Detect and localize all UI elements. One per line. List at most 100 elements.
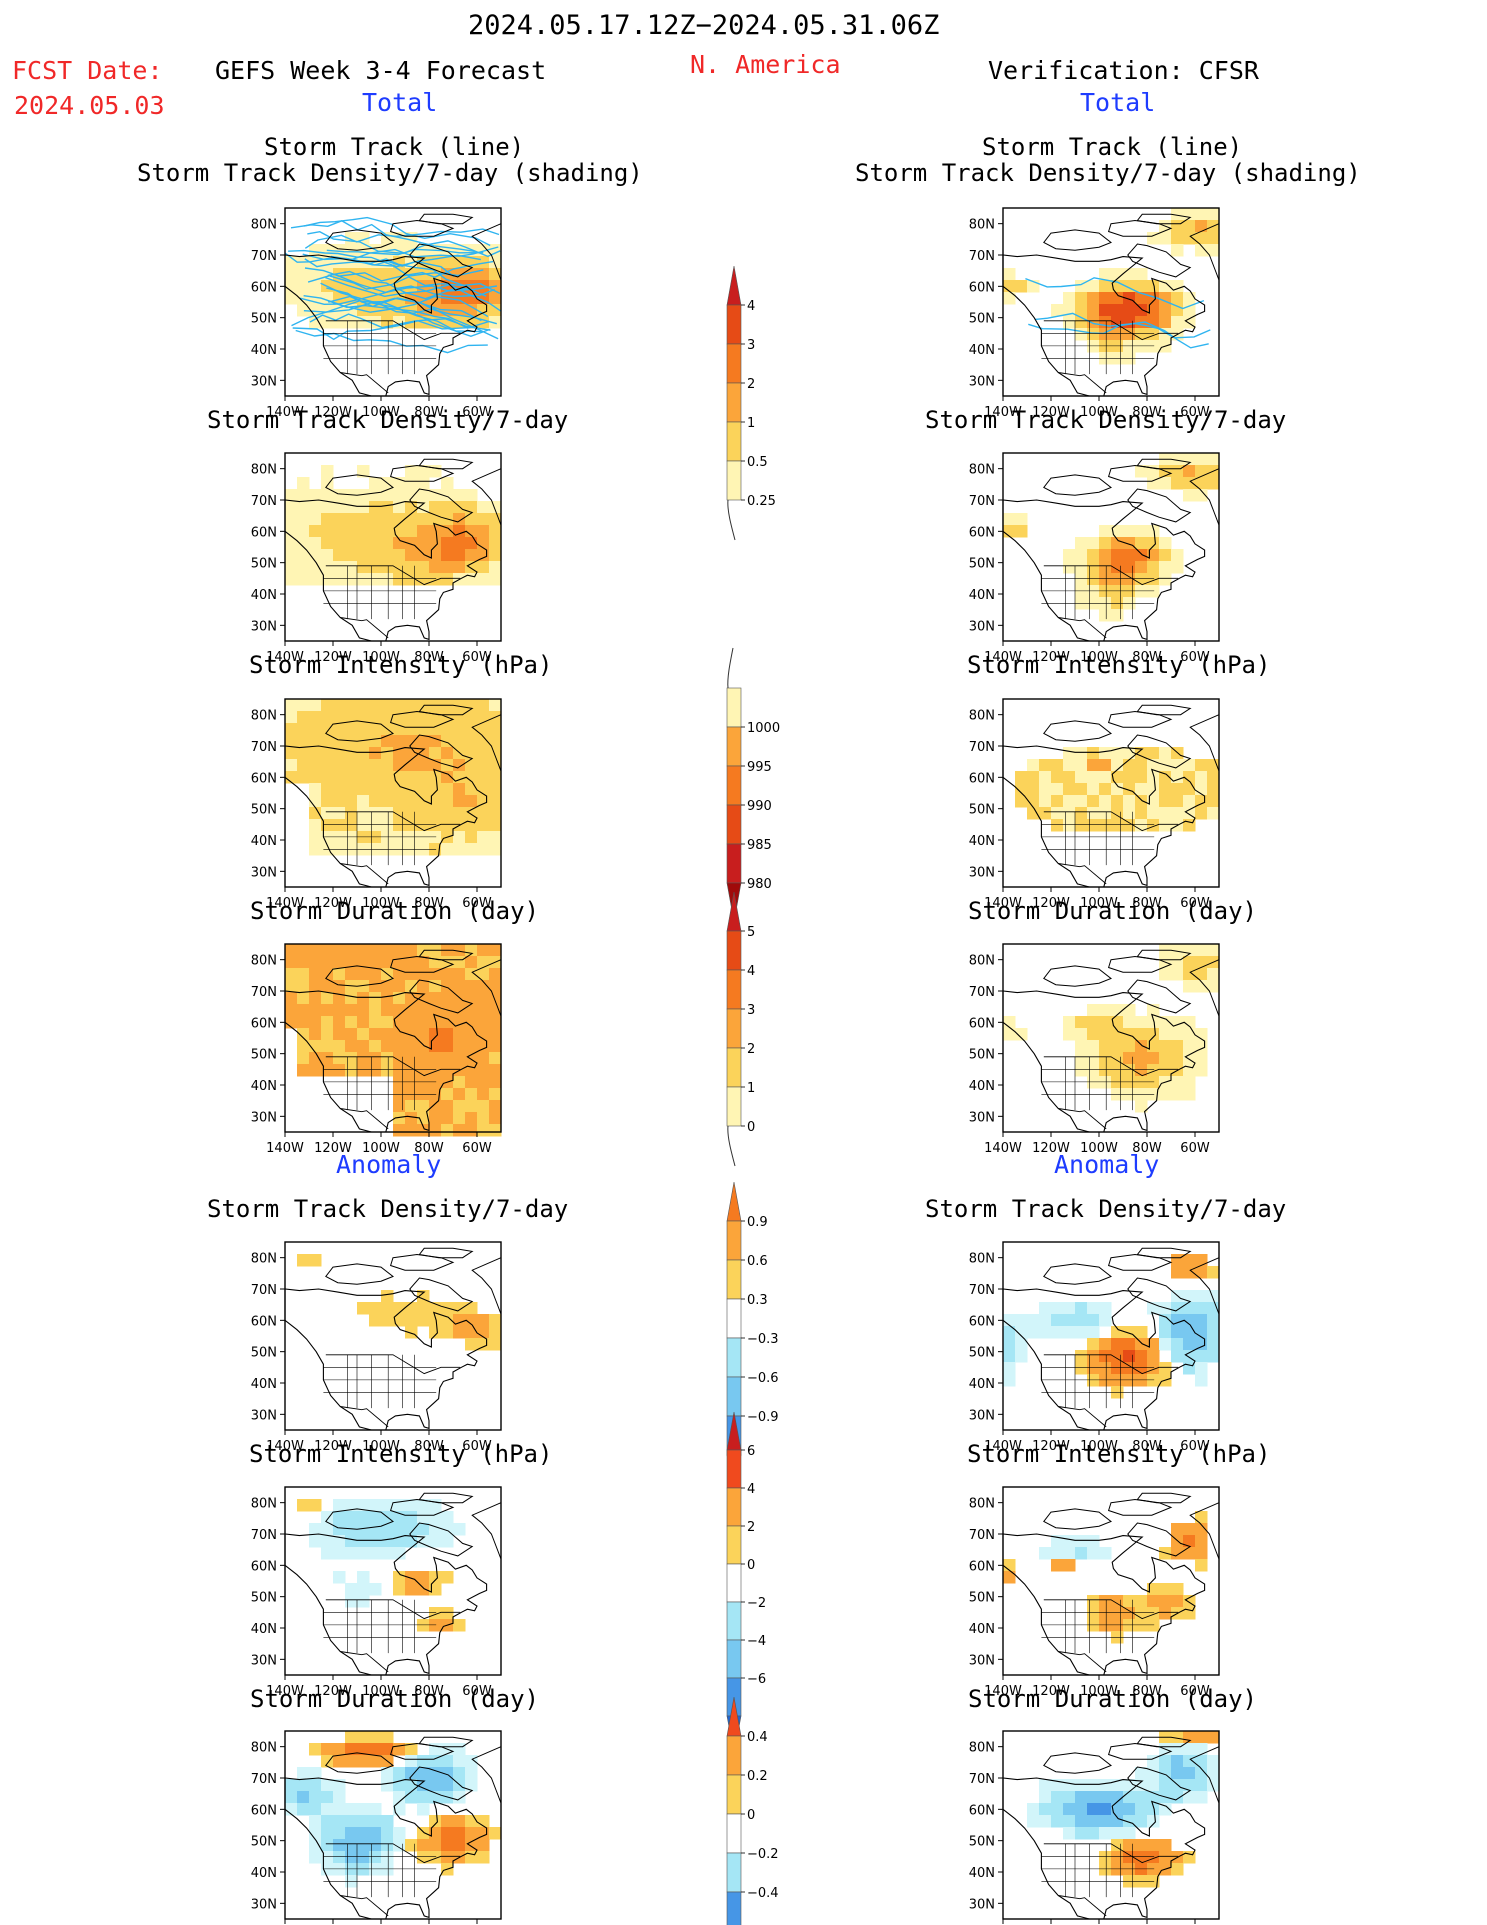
- grid-cell: [1171, 1052, 1184, 1065]
- grid-cell: [321, 747, 334, 760]
- grid-cell: [381, 573, 394, 586]
- grid-cell: [489, 316, 502, 329]
- grid-cell: [309, 513, 322, 526]
- grid-cell: [1087, 747, 1100, 760]
- grid-cell: [1087, 1314, 1100, 1327]
- grid-cell: [1123, 316, 1136, 329]
- grid-cell: [1075, 1016, 1088, 1029]
- grid-cell: [309, 723, 322, 736]
- grid-cell: [309, 1803, 322, 1816]
- lon-tick-label: 80W: [414, 1684, 444, 1699]
- coastline: [418, 949, 474, 961]
- grid-cell: [429, 1016, 442, 1029]
- coastline: [418, 704, 474, 716]
- grid-cell: [1183, 1547, 1196, 1560]
- grid-cell: [381, 489, 394, 502]
- grid-cell: [369, 1839, 382, 1852]
- coastline: [409, 979, 474, 1014]
- grid-cell: [429, 1815, 442, 1828]
- grid-cell: [489, 1076, 502, 1089]
- grid-cell: [429, 1028, 442, 1041]
- grid-cell: [321, 513, 334, 526]
- grid-cell: [405, 1743, 418, 1756]
- grid-cell: [1003, 292, 1016, 305]
- grid-cell: [345, 1803, 358, 1816]
- grid-cell: [1195, 1350, 1208, 1363]
- grid-cell: [1183, 1767, 1196, 1780]
- grid-cell: [1207, 944, 1220, 957]
- grid-cell: [333, 795, 346, 808]
- grid-cell: [417, 783, 430, 796]
- grid-cell: [393, 831, 406, 844]
- grid-cell: [429, 1511, 442, 1524]
- grid-cell: [1075, 549, 1088, 562]
- lat-tick-label: 50N: [969, 1591, 995, 1606]
- grid-cell: [369, 783, 382, 796]
- grid-cell: [333, 1851, 346, 1864]
- colorbar-label: 4: [747, 964, 755, 979]
- grid-cell: [1051, 783, 1064, 796]
- grid-cell: [357, 1523, 370, 1536]
- grid-cell: [405, 783, 418, 796]
- lat-tick-label: 70N: [251, 1283, 277, 1298]
- grid-cell: [453, 980, 466, 993]
- grid-cell: [1039, 783, 1052, 796]
- grid-cell: [429, 1619, 442, 1632]
- grid-cell: [357, 1851, 370, 1864]
- colorbar-label: 1: [747, 1081, 755, 1096]
- colorbar-label: −0.4: [747, 1886, 779, 1901]
- grid-cell: [405, 561, 418, 574]
- grid-cell: [1111, 340, 1124, 353]
- grid-cell: [333, 723, 346, 736]
- grid-cell: [369, 795, 382, 808]
- grid-cell: [393, 1791, 406, 1804]
- grid-cell: [1171, 956, 1184, 969]
- lat-tick-label: 80N: [251, 709, 277, 724]
- grid-cell: [1063, 1314, 1076, 1327]
- grid-cell: [321, 537, 334, 550]
- grid-cell: [1099, 304, 1112, 317]
- lat-tick-label: 30N: [969, 1408, 995, 1423]
- grid-cell: [1051, 807, 1064, 820]
- grid-cell: [1123, 1619, 1136, 1632]
- grid-cell: [393, 537, 406, 550]
- grid-cell: [369, 537, 382, 550]
- grid-cell: [1123, 561, 1136, 574]
- storm-track-line: [295, 329, 488, 354]
- country-border: [340, 1895, 389, 1917]
- country-border: [1043, 1056, 1179, 1077]
- grid-cell: [369, 573, 382, 586]
- grid-cell: [297, 1052, 310, 1065]
- country-border: [1058, 1406, 1107, 1428]
- grid-cell: [453, 1619, 466, 1632]
- grid-cell: [1111, 1040, 1124, 1053]
- grid-cell: [297, 735, 310, 748]
- grid-cell: [321, 711, 334, 724]
- grid-cell: [309, 992, 322, 1005]
- grid-cell: [321, 783, 334, 796]
- grid-cell: [297, 1028, 310, 1041]
- grid-cell: [297, 549, 310, 562]
- grid-cell: [1183, 1755, 1196, 1768]
- grid-cell: [1207, 477, 1220, 490]
- grid-cell: [417, 1040, 430, 1053]
- grid-cell: [309, 771, 322, 784]
- period-title: 2024.05.17.12Z−2024.05.31.06Z: [468, 10, 940, 41]
- grid-cell: [1123, 1863, 1136, 1876]
- grid-cell: [381, 795, 394, 808]
- grid-cell: [1171, 1863, 1184, 1876]
- grid-cell: [1207, 244, 1220, 257]
- grid-cell: [477, 956, 490, 969]
- grid-cell: [441, 843, 454, 856]
- grid-cell: [1207, 453, 1220, 466]
- grid-cell: [489, 292, 502, 305]
- grid-cell: [465, 1100, 478, 1113]
- grid-cell: [1135, 1863, 1148, 1876]
- lon-tick-label: 120W: [1032, 650, 1070, 665]
- grid-cell: [369, 477, 382, 490]
- grid-cell: [297, 537, 310, 550]
- colorbar-label: 2: [747, 1520, 755, 1535]
- grid-cell: [345, 944, 358, 957]
